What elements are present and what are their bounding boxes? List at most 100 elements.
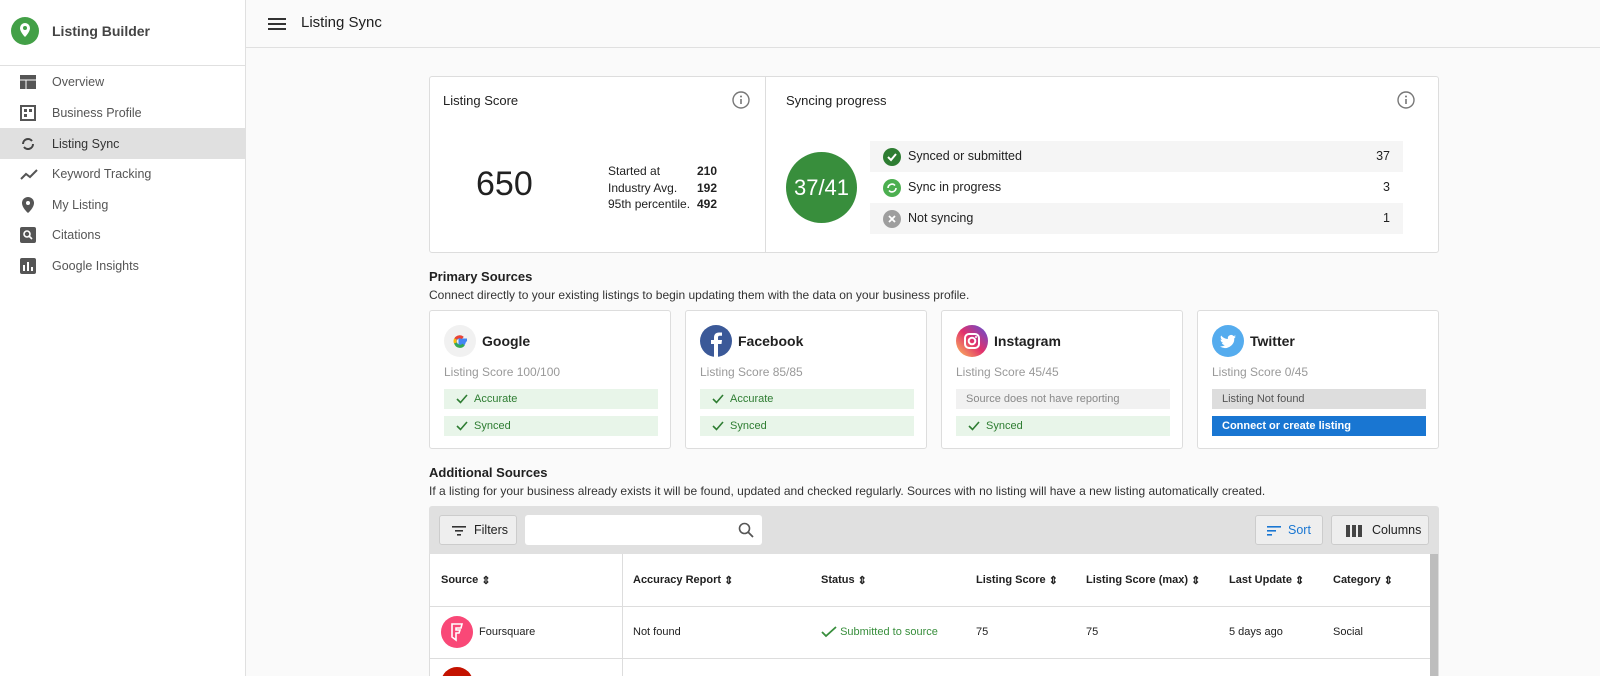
nav-label: Keyword Tracking [52,166,152,181]
source-name: Facebook [738,333,804,349]
source-name: Twitter [1250,333,1295,349]
status-icon [883,179,901,197]
source-card: Google Listing Score 100/100 Accurate Sy… [429,310,671,449]
score-card: Listing Score 650 Started at Industry Av… [429,76,1439,253]
column-header[interactable]: Category ⇕ [1333,574,1393,587]
icon [20,226,36,243]
row-divider [430,606,1430,607]
score-value: 650 [476,165,533,203]
sort-button[interactable]: Sort [1255,515,1323,545]
divider [765,77,766,252]
badge-label: Source does not have reporting [966,393,1120,405]
section-description: If a listing for your business already e… [429,484,1266,498]
status-badge: Synced [956,416,1170,436]
section-title: Additional Sources [429,465,548,480]
search-icon [738,522,754,538]
nav-label: Listing Sync [52,136,120,151]
sync-count: 1 [1383,211,1390,225]
check-icon [712,394,724,404]
cell: Social [1333,626,1363,638]
nav-label: Google Insights [52,258,139,273]
nav-label: Overview [52,74,105,89]
data-table: Source ⇕ Accuracy Report ⇕ Status ⇕ List… [429,554,1439,676]
instagram-logo [956,325,988,357]
check-icon [712,421,724,431]
nav-item[interactable]: Listing Sync [0,128,245,159]
sync-count: 3 [1383,180,1390,194]
status-cell: Submitted to source [821,606,938,658]
foursquare-logo [441,616,473,648]
column-header[interactable]: Source ⇕ [441,574,491,587]
icon [1346,525,1362,537]
header-label: Source [441,574,479,586]
check-icon [968,421,980,431]
row-divider [430,658,1430,659]
icon [20,104,36,121]
icon [452,526,466,536]
search-input[interactable] [525,515,762,545]
nav-label: My Listing [52,197,109,212]
badge-label: Accurate [730,393,774,405]
nav-item[interactable]: Business Profile [0,97,245,128]
columns-button[interactable]: Columns [1331,515,1429,545]
header-label: Last Update [1229,574,1292,586]
check-icon [821,626,837,638]
status-icon [883,148,901,166]
app-name: Listing Builder [52,23,150,39]
info-icon[interactable] [732,91,750,109]
column-header[interactable]: Listing Score (max) ⇕ [1086,574,1201,587]
sync-ratio: 37/41 [786,152,857,223]
icon [20,74,36,89]
card-title: Listing Score [443,93,519,108]
column-header[interactable]: Accuracy Report ⇕ [633,574,734,587]
section-title: Primary Sources [429,269,533,284]
sync-row: Sync in progress 3 [870,172,1403,203]
menu-button[interactable] [268,17,286,31]
section-description: Connect directly to your existing listin… [429,288,970,302]
column-header[interactable]: Last Update ⇕ [1229,574,1305,587]
source-name: Instagram [994,333,1061,349]
next-row-logo [442,667,472,676]
cell: Not found [633,626,681,638]
google-logo [444,325,476,357]
button-label: Filters [474,523,509,537]
nav-item[interactable]: Google Insights [0,250,245,281]
status-badge: Accurate [444,389,658,409]
info-icon[interactable] [1397,91,1415,109]
column-header[interactable]: Status ⇕ [821,574,867,587]
nav-label: Citations [52,227,101,242]
source-score: Listing Score 0/45 [1212,365,1309,379]
filters-button[interactable]: Filters [439,515,517,545]
column-header[interactable]: Listing Score ⇕ [976,574,1058,587]
table-toolbar: Filters Sort Columns [429,506,1439,554]
nav-item[interactable]: Overview [0,66,245,97]
stat-label: 95th percentile. [608,197,691,211]
facebook-logo [700,325,732,357]
status-badge: Listing Not found [1212,389,1426,409]
source-card: Facebook Listing Score 85/85 Accurate Sy… [685,310,927,449]
cell: 75 [1086,626,1099,638]
check-icon [456,421,468,431]
source-card: Twitter Listing Score 0/45 Listing Not f… [1197,310,1439,449]
source-name: Google [482,333,531,349]
button-label: Columns [1372,523,1422,537]
nav-item[interactable]: Citations [0,219,245,250]
sidebar: Listing Builder Overview Business Profil… [0,0,246,676]
sync-label: Not syncing [908,211,974,225]
nav-label: Business Profile [52,105,142,120]
status-icon [883,210,901,228]
icon [1267,526,1281,536]
stat-value: 192 [697,180,718,195]
scrollbar[interactable] [1430,554,1438,676]
sync-row: Not syncing 1 [870,203,1403,234]
card-title: Syncing progress [786,93,887,108]
button-label: Sort [1288,523,1311,537]
connect-button[interactable]: Connect or create listing [1212,416,1426,436]
source-score: Listing Score 100/100 [444,365,561,379]
source-card: Instagram Listing Score 45/45 Source doe… [941,310,1183,449]
nav-item[interactable]: Keyword Tracking [0,158,245,189]
nav-item[interactable]: My Listing [0,189,245,220]
cell: Foursquare [479,626,536,638]
header-label: Status [821,574,855,586]
